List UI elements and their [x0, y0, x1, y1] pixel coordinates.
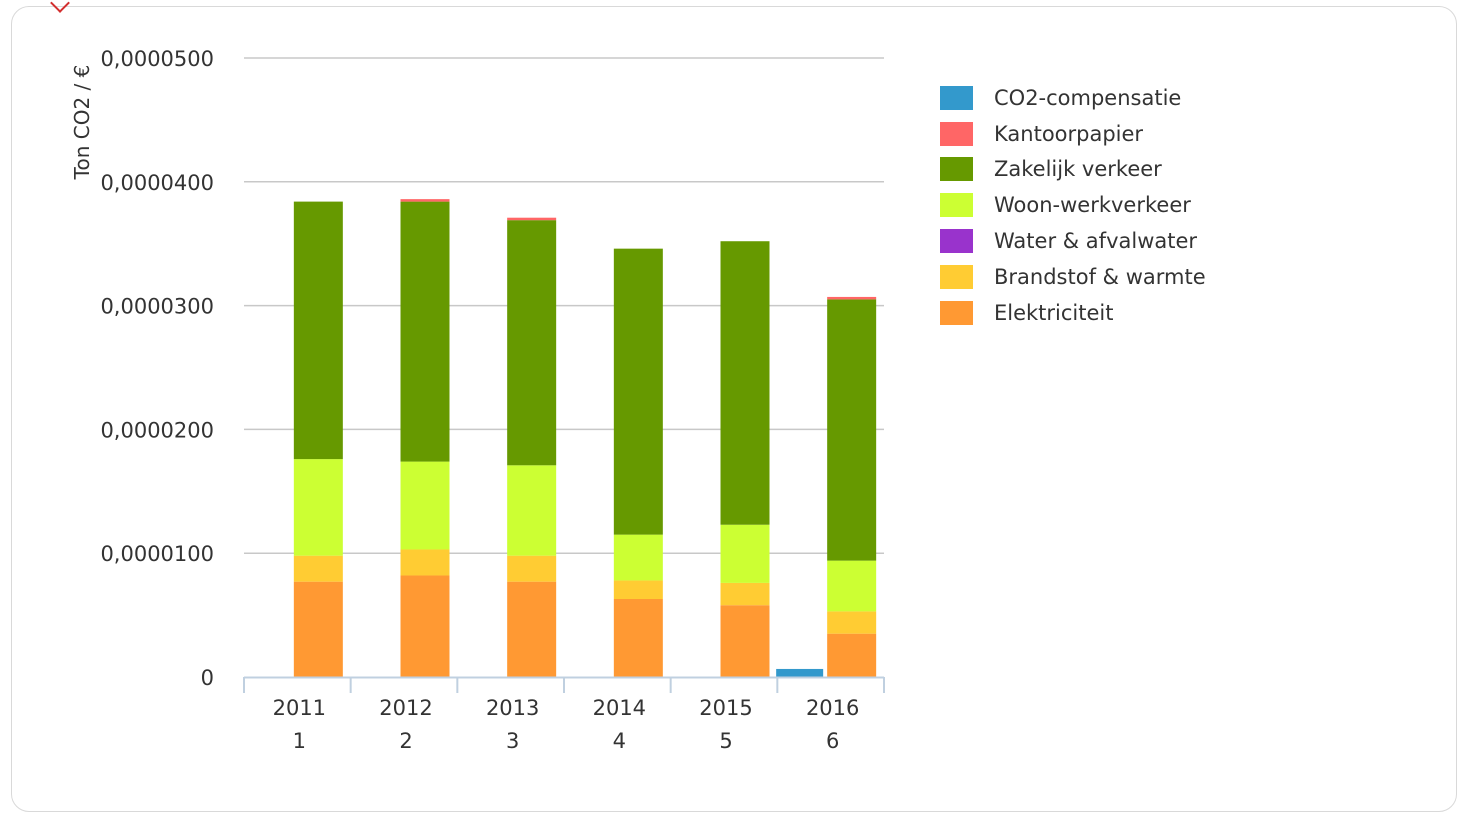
bar-segment-brandstof-warmte [400, 549, 450, 576]
bar-segment-woon-werkverkeer [293, 459, 343, 556]
bar-segment-brandstof-warmte [293, 555, 343, 582]
legend-item-woon-werkverkeer[interactable]: Woon-werkverkeer [940, 187, 1206, 223]
bar-segment-elektriciteit [827, 633, 877, 677]
bar-segment-woon-werkverkeer [720, 524, 770, 583]
y-tick-label: 0,0000400 [100, 171, 214, 195]
bar-segment-elektriciteit [613, 599, 663, 677]
bar-segment-zakelijk-verkeer [613, 248, 663, 535]
x-axis-tick-labels: 2011 1 2012 2 2013 3 2014 4 2015 5 2016 6 [273, 696, 860, 753]
x-tick-label: 2015 [699, 696, 752, 720]
legend-swatch [940, 229, 973, 254]
bar-segment-zakelijk-verkeer [827, 299, 877, 561]
x-axis [243, 676, 885, 693]
legend-label: Elektriciteit [994, 300, 1114, 325]
x-tick-label: 2014 [593, 696, 646, 720]
bar-segment-co2-compensatie [776, 668, 824, 677]
legend-label: Woon-werkverkeer [994, 193, 1191, 218]
bar-segment-brandstof-warmte [613, 580, 663, 600]
bar-segment-woon-werkverkeer [827, 560, 877, 612]
legend-swatch [940, 85, 973, 110]
bar-segment-elektriciteit [400, 575, 450, 677]
bar-segment-woon-werkverkeer [613, 534, 663, 581]
bar-segment-zakelijk-verkeer [720, 241, 770, 525]
legend-item-elektriciteit[interactable]: Elektriciteit [940, 295, 1206, 331]
legend-item-brandstof-warmte[interactable]: Brandstof & warmte [940, 259, 1206, 295]
legend-swatch [940, 300, 973, 325]
legend-label: Zakelijk verkeer [994, 157, 1162, 182]
legend-label: Water & afvalwater [994, 229, 1198, 254]
bar-segment-zakelijk-verkeer [293, 201, 343, 460]
bar-segment-woon-werkverkeer [507, 465, 557, 556]
bar-segment-elektriciteit [720, 605, 770, 677]
x-tick-label: 4 [613, 729, 626, 753]
x-tick-label: 2011 [273, 696, 326, 720]
y-tick-label: 0,0000500 [100, 47, 214, 71]
bar-segment-zakelijk-verkeer [507, 220, 557, 466]
x-tick-label: 6 [826, 729, 839, 753]
y-axis-title: Ton CO2 / € [70, 65, 94, 181]
legend-swatch [940, 193, 973, 218]
bar-segment-zakelijk-verkeer [400, 201, 450, 462]
bar-segment-brandstof-warmte [720, 582, 770, 606]
x-tick-label: 5 [719, 729, 732, 753]
y-tick-label: 0 [201, 666, 214, 690]
legend-swatch [940, 264, 973, 289]
legend-item-kantoorpapier[interactable]: Kantoorpapier [940, 116, 1206, 152]
legend-item-co2-compensatie[interactable]: CO2-compensatie [940, 80, 1206, 116]
legend: CO2-compensatie Kantoorpapier Zakelijk ver… [940, 80, 1206, 331]
legend-swatch [940, 121, 973, 146]
legend-label: Kantoorpapier [994, 121, 1144, 146]
legend-swatch [940, 157, 973, 182]
bar-segment-woon-werkverkeer [400, 461, 450, 550]
bar-segment-brandstof-warmte [507, 555, 557, 582]
bar-segment-elektriciteit [293, 581, 343, 677]
bars [293, 199, 877, 677]
y-axis-tick-labels: 0 0,0000100 0,0000200 0,0000300 0,0000400 0,0… [100, 47, 214, 690]
x-tick-label: 2 [399, 729, 412, 753]
bar-segment-kantoorpapier [400, 199, 450, 202]
bar-segment-elektriciteit [507, 581, 557, 677]
x-tick-label: 1 [293, 729, 306, 753]
y-tick-label: 0,0000100 [100, 542, 214, 566]
legend-item-zakelijk-verkeer[interactable]: Zakelijk verkeer [940, 152, 1206, 188]
x-tick-label: 2012 [379, 696, 432, 720]
x-tick-label: 2016 [806, 696, 859, 720]
legend-item-water-afvalwater[interactable]: Water & afvalwater [940, 223, 1206, 259]
x-tick-label: 3 [506, 729, 519, 753]
bar-segment-kantoorpapier [507, 217, 557, 221]
y-tick-label: 0,0000200 [100, 418, 214, 442]
y-tick-label: 0,0000300 [100, 295, 214, 319]
legend-label: Brandstof & warmte [994, 264, 1206, 289]
bar-segment-brandstof-warmte [827, 611, 877, 634]
bar-segment-kantoorpapier [827, 296, 877, 300]
legend-label: CO2-compensatie [994, 85, 1182, 110]
gridlines [244, 57, 884, 554]
x-tick-label: 2013 [486, 696, 539, 720]
